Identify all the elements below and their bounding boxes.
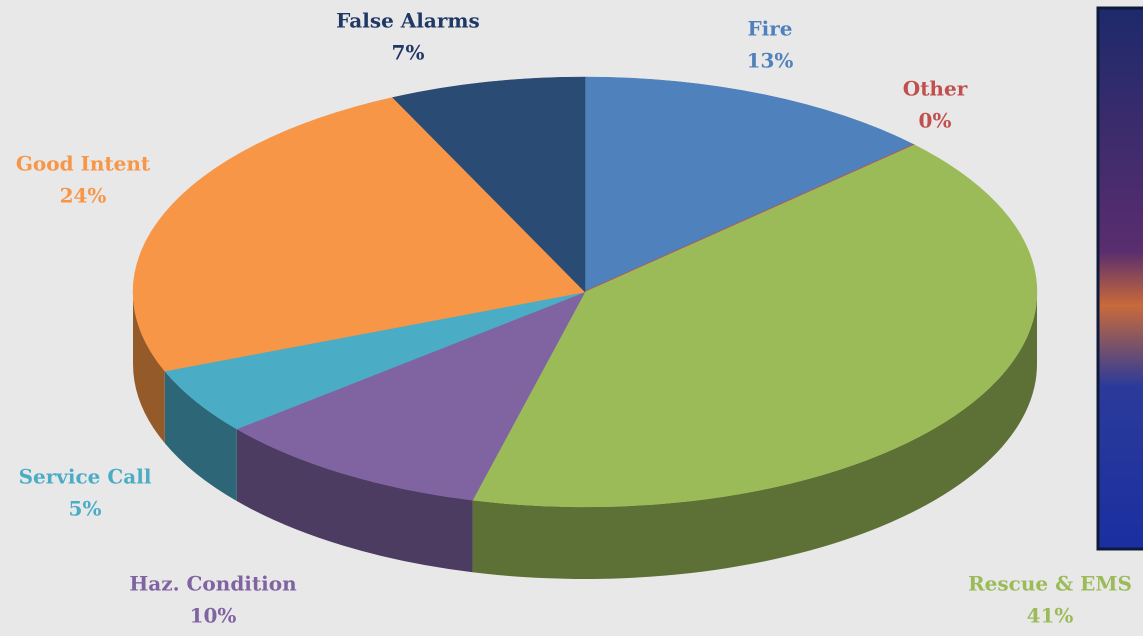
- category-label: Haz. Condition: [129, 572, 297, 596]
- page: Fire 13% Other 0% Rescue & EMS 41% Haz. Condit…: [0, 0, 1143, 632]
- category-label: Other: [903, 77, 968, 101]
- value-label: 7%: [392, 41, 425, 65]
- side-picture: [1098, 8, 1143, 549]
- value-label: 41%: [1027, 604, 1074, 628]
- category-label: Fire: [747, 17, 792, 41]
- chart: Fire 13% Other 0% Rescue & EMS 41% Haz. Condit…: [0, 0, 1143, 632]
- value-label: 24%: [60, 184, 107, 208]
- category-label: Service Call: [19, 465, 152, 489]
- value-label: 5%: [69, 497, 102, 521]
- category-label: False Alarms: [336, 9, 480, 33]
- value-label: 0%: [919, 109, 952, 133]
- value-label: 10%: [190, 604, 237, 628]
- value-label: 13%: [747, 49, 794, 73]
- category-label: Rescue & EMS: [968, 572, 1132, 596]
- category-label: Good Intent: [16, 152, 151, 176]
- pie-tops: [133, 77, 1037, 507]
